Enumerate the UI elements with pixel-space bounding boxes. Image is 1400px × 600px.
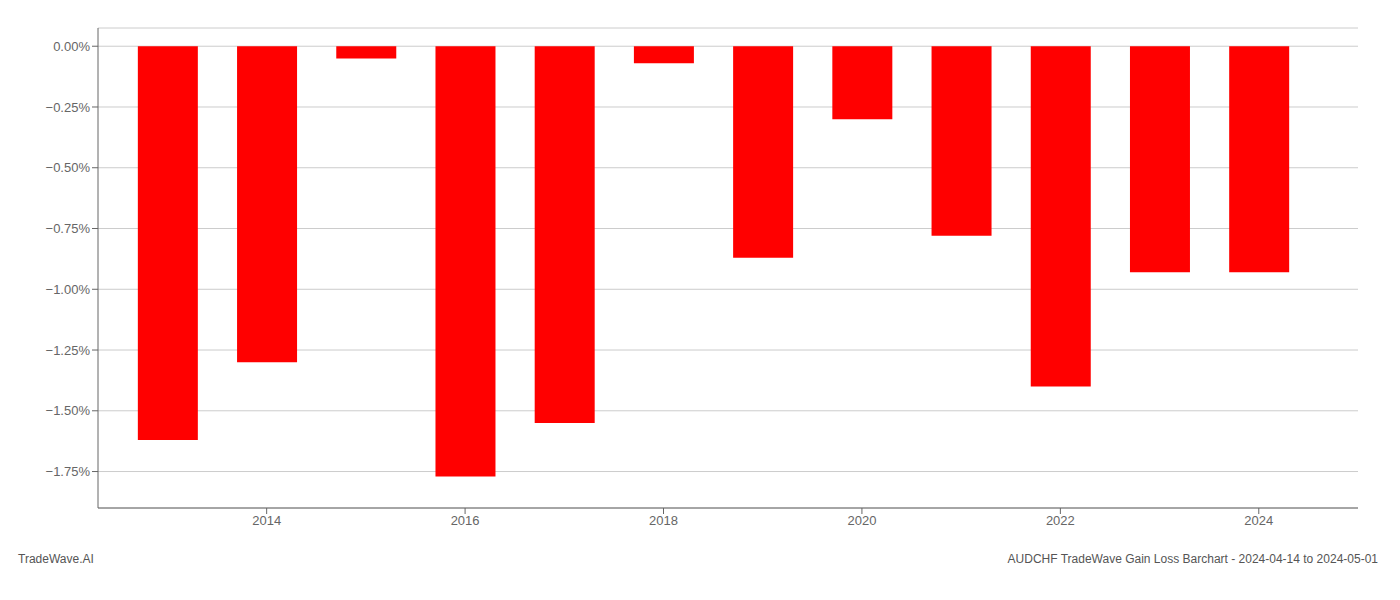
svg-text:−1.00%: −1.00%: [46, 282, 91, 297]
svg-text:−0.50%: −0.50%: [46, 160, 91, 175]
html-text:AUDCHF TradeWave Gain Loss Bar: AUDCHF TradeWave Gain Loss Barchart - 20…: [1007, 552, 1378, 566]
svg-text:−0.25%: −0.25%: [46, 100, 91, 115]
svg-text:2024: 2024: [1244, 513, 1273, 528]
svg-text:−1.50%: −1.50%: [46, 403, 91, 418]
html-text:TradeWave.AI: TradeWave.AI: [18, 552, 94, 566]
svg-text:0.00%: 0.00%: [53, 39, 90, 54]
svg-text:−1.75%: −1.75%: [46, 464, 91, 479]
svg-text:2016: 2016: [451, 513, 480, 528]
svg-text:2022: 2022: [1046, 513, 1075, 528]
svg-text:2020: 2020: [847, 513, 876, 528]
svg-text:−1.25%: −1.25%: [46, 343, 91, 358]
svg-text:−0.75%: −0.75%: [46, 221, 91, 236]
svg-text:2014: 2014: [252, 513, 281, 528]
svg-text:2018: 2018: [649, 513, 678, 528]
